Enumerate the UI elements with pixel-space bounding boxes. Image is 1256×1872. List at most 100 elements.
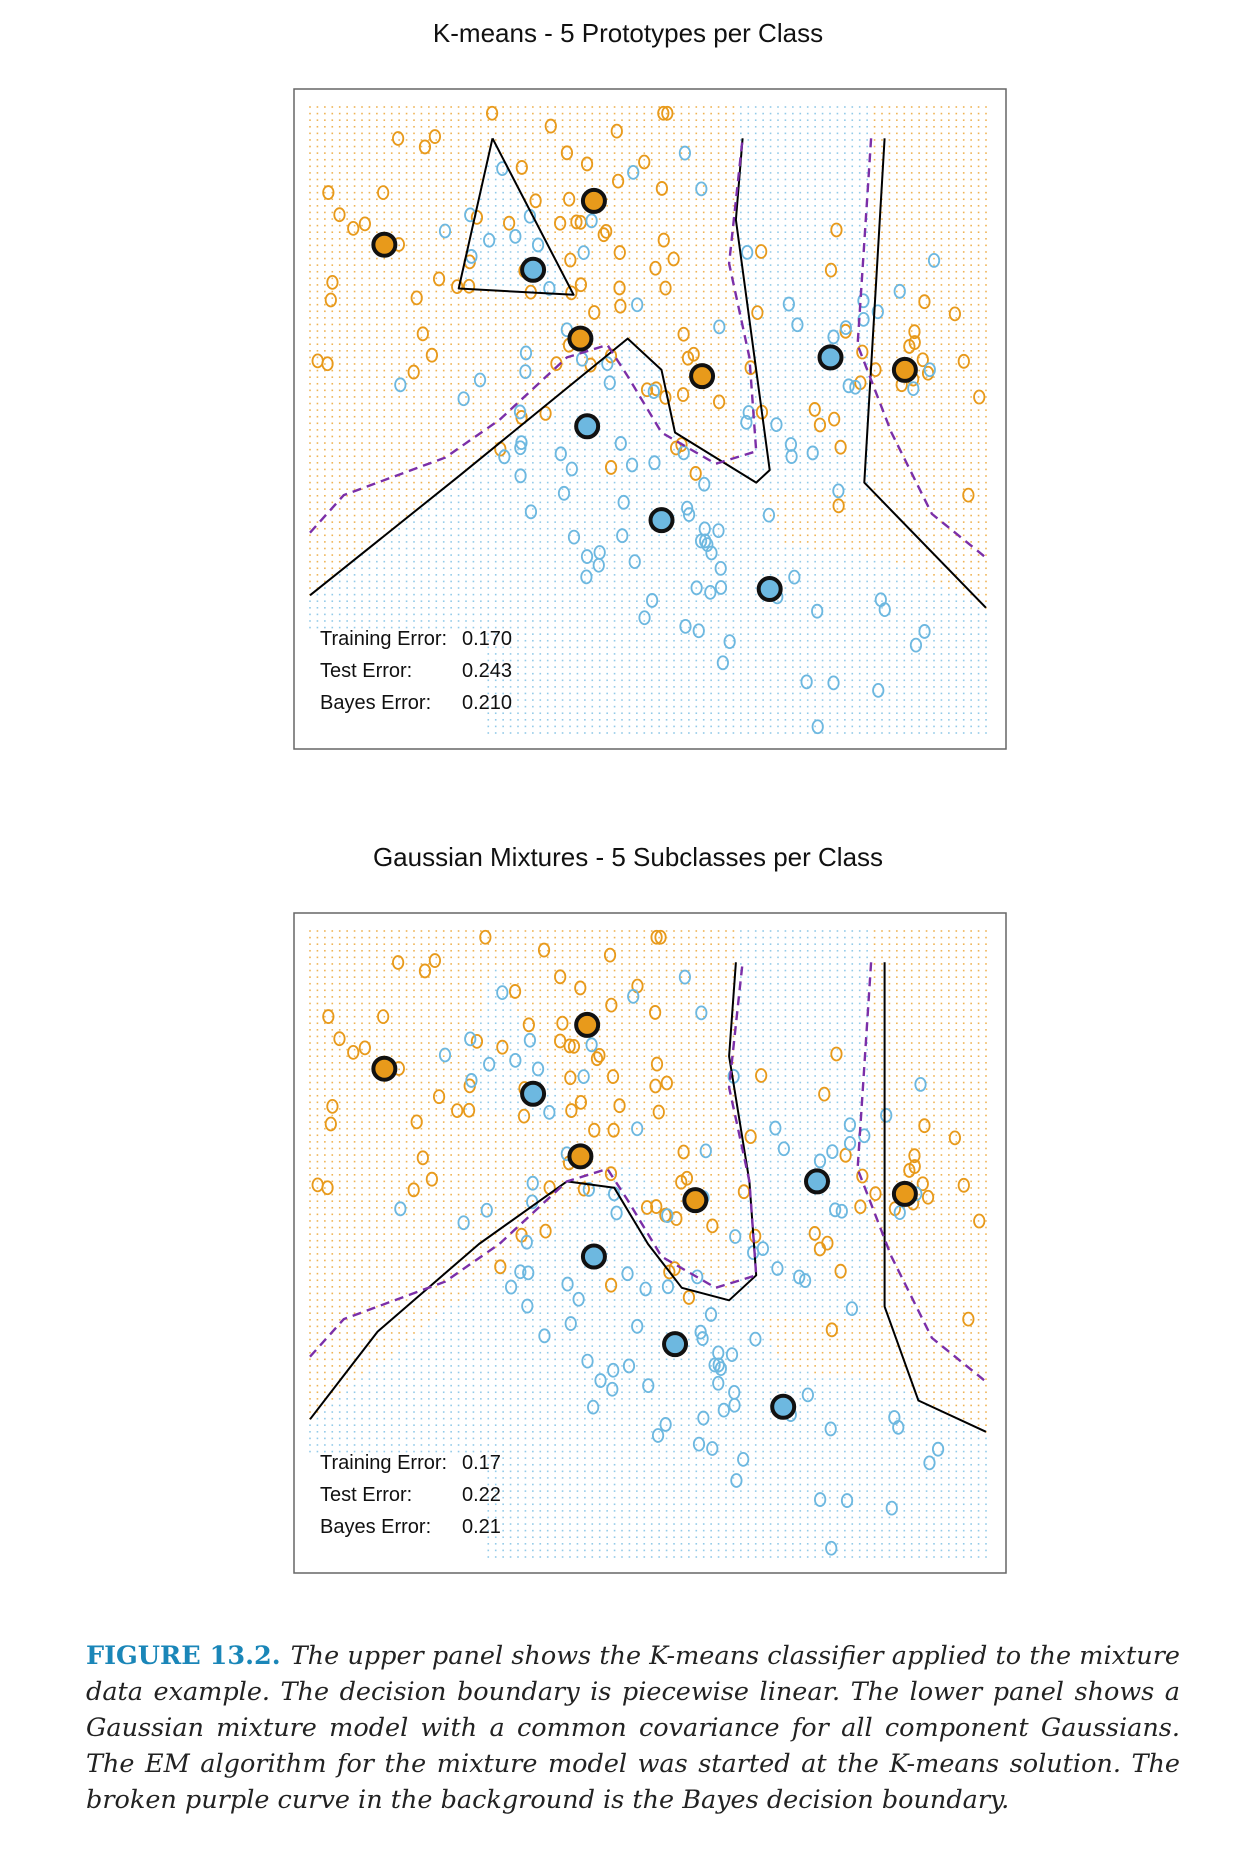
training-point-orange [554,1033,567,1049]
training-point-blue [616,528,629,544]
training-point-blue [498,449,511,465]
training-point-blue [737,1451,750,1467]
training-point-blue [801,1387,814,1403]
training-point-blue [695,1005,708,1021]
training-point-blue [749,1331,762,1347]
training-point-blue [923,362,936,378]
training-point-blue [725,1347,739,1362]
training-point-orange [428,953,442,968]
training-point-orange [597,227,610,243]
training-point-orange [650,381,663,397]
prototype-orange [580,187,607,214]
training-point-orange [358,216,371,232]
training-point-blue [824,1421,837,1437]
training-point-blue [581,1353,594,1369]
training-point-orange [973,1213,986,1229]
prototype-blue [817,344,844,371]
training-point-blue [661,1208,674,1223]
training-point-orange [749,1228,762,1244]
training-point-blue [893,1205,906,1221]
training-point-orange [661,105,674,121]
panel-title-kmeans: K-means - 5 Prototypes per Class [432,18,824,48]
training-point-blue [704,1307,718,1322]
training-point-orange [640,382,654,398]
training-point-blue [577,1069,590,1084]
training-point-blue [777,1141,790,1157]
decision-boundary-segment [883,962,987,1433]
training-point-orange [824,262,838,278]
training-point-orange [828,411,841,427]
training-point-blue [690,580,703,596]
training-point-blue [509,1052,522,1068]
training-point-orange [407,1182,420,1198]
error-box-bg [296,631,486,747]
training-point-blue [526,1175,539,1191]
training-point-blue [782,296,795,312]
prototype-orange [891,356,918,383]
training-point-blue [514,1264,527,1280]
training-point-orange [856,1168,869,1184]
training-point-blue [606,1381,619,1397]
training-point-blue [627,988,640,1004]
training-points [311,929,986,1556]
prototype-orange [371,231,398,258]
training-point-orange [485,105,499,121]
training-point-blue [842,378,855,394]
training-point-blue [647,384,660,399]
training-point-blue [793,1269,806,1285]
training-point-orange [830,222,843,238]
training-point-orange [377,1009,390,1024]
training-point-blue [811,719,824,735]
training-point-blue [762,507,776,523]
training-point-blue [642,1378,655,1394]
training-point-orange [916,352,929,368]
decision-boundary-segment [457,137,575,296]
training-point-blue [914,1077,927,1092]
training-point-orange [539,1223,552,1239]
training-point-orange [479,929,492,945]
bayes-boundary [309,138,758,534]
training-point-orange [604,1166,618,1182]
training-point-orange [324,292,337,308]
training-point-orange [657,105,670,121]
training-point-orange [324,1116,337,1132]
training-point-blue [769,1120,782,1136]
training-point-blue [712,523,725,538]
training-point-orange [563,191,576,207]
training-point-blue [607,1362,620,1378]
training-point-orange [825,1322,838,1338]
training-point-blue [617,494,630,510]
training-point-blue [538,1328,551,1344]
training-point-blue [504,1279,518,1295]
training-point-orange [650,929,663,945]
training-point-blue [835,1203,848,1219]
training-point-blue [880,1107,893,1123]
training-point-orange [496,1039,509,1055]
training-point-orange [432,1089,446,1105]
error-value-bayes: 0.210 [462,692,512,714]
training-point-blue [519,345,533,361]
gaussian-mixture-panel: Training Error: 0.17 Test Error: 0.22 Bayes … [293,912,1007,1574]
training-point-orange [751,305,764,321]
training-point-blue [706,1441,719,1456]
training-point-blue [885,1500,898,1516]
training-point-blue [691,1269,704,1285]
training-point-orange [425,347,438,363]
training-point-blue [714,580,728,595]
training-point-orange [605,997,618,1013]
training-point-orange [593,1047,606,1063]
training-point-orange [834,1263,847,1279]
training-point-blue [857,293,870,309]
error-box-bg [296,1455,486,1571]
training-point-orange [407,364,420,380]
training-point-orange [565,1103,578,1118]
training-point-orange [604,1277,618,1293]
training-point-blue [811,603,824,619]
training-point-blue [594,1373,607,1388]
training-point-orange [570,214,583,230]
training-point-orange [640,1200,654,1215]
training-point-orange [326,1098,339,1114]
training-point-orange [681,350,695,366]
training-point-orange [529,193,542,209]
training-point-orange [903,1163,916,1178]
